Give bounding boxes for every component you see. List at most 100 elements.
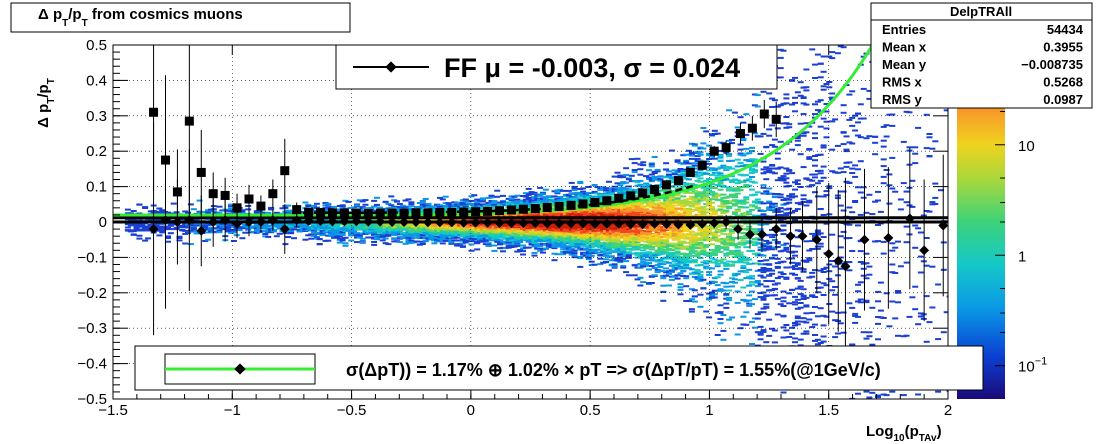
heatmap-cell xyxy=(153,224,160,227)
heatmap-cell xyxy=(374,238,380,241)
heatmap-cell xyxy=(202,226,209,229)
heatmap-cell xyxy=(124,208,131,211)
heatmap-cell xyxy=(167,232,174,235)
heatmap-cell xyxy=(127,212,134,215)
heatmap-cell xyxy=(328,230,335,233)
heatmap-cell xyxy=(288,218,295,221)
heatmap-cell xyxy=(256,227,263,230)
heatmap-cell xyxy=(182,210,189,213)
heatmap-cell xyxy=(311,231,317,234)
heatmap-cell xyxy=(439,198,446,201)
heatmap-cell xyxy=(545,195,552,198)
heatmap-cell xyxy=(482,239,489,242)
heatmap-cell xyxy=(494,195,501,198)
heatmap-cell xyxy=(468,249,475,252)
heatmap-cell xyxy=(225,226,232,229)
heatmap-cell xyxy=(491,202,498,205)
heatmap-cell xyxy=(540,251,546,254)
heatmap-cell xyxy=(474,203,481,206)
heatmap-cell xyxy=(442,195,449,198)
heatmap-cell xyxy=(471,194,478,197)
heatmap-cell xyxy=(342,199,349,202)
heatmap-cell xyxy=(537,186,544,189)
heatmap-cell xyxy=(225,230,232,233)
heatmap-cell xyxy=(551,195,558,198)
heatmap-cell xyxy=(228,205,234,208)
heatmap-cell xyxy=(173,211,180,214)
heatmap-cell xyxy=(248,226,254,229)
heatmap-cell xyxy=(176,239,183,242)
heatmap-cell xyxy=(371,199,378,202)
heatmap-cell xyxy=(468,199,475,202)
heatmap-cell xyxy=(167,224,174,227)
heatmap-cell xyxy=(205,238,212,241)
heatmap-cell xyxy=(322,209,329,212)
heatmap-cell xyxy=(202,240,209,242)
heatmap-cell xyxy=(205,211,212,214)
heatmap-cell xyxy=(374,196,380,199)
heatmap-cell xyxy=(136,237,143,240)
heatmap-cell xyxy=(371,228,378,231)
heatmap-cell xyxy=(474,248,481,251)
heatmap-cell xyxy=(391,237,398,240)
heatmap-cell xyxy=(165,235,171,238)
heatmap-cell xyxy=(402,199,409,202)
heatmap-cell xyxy=(253,211,260,214)
heatmap-cell xyxy=(187,203,194,206)
heatmap-cell xyxy=(245,208,252,211)
heatmap-cell xyxy=(359,237,366,240)
heatmap-cell xyxy=(230,229,237,232)
heatmap-cell xyxy=(145,237,151,240)
heatmap-cell xyxy=(459,245,466,248)
heatmap-cell xyxy=(382,200,389,203)
heatmap-cell xyxy=(173,226,180,229)
heatmap-cell xyxy=(313,236,320,239)
heatmap-cell xyxy=(540,193,546,196)
heatmap-cell xyxy=(210,208,217,211)
heatmap-cell xyxy=(216,231,223,234)
heatmap-cell xyxy=(176,235,183,238)
heatmap-cell xyxy=(159,231,166,234)
heatmap-cell xyxy=(342,236,349,239)
heatmap-cell xyxy=(185,231,191,234)
heatmap-cell xyxy=(368,207,375,210)
heatmap-cell xyxy=(187,223,194,226)
heatmap-cell xyxy=(333,224,340,227)
heatmap-cell xyxy=(391,206,398,209)
heatmap-cell xyxy=(190,227,197,230)
heatmap-cell xyxy=(382,237,389,240)
heatmap-cell xyxy=(362,207,369,210)
heatmap-cell xyxy=(491,200,498,203)
heatmap-cell xyxy=(391,199,398,202)
heatmap-cell xyxy=(356,199,363,202)
heatmap-cell xyxy=(354,204,360,207)
heatmap-cell xyxy=(491,249,498,252)
heatmap-cell xyxy=(173,228,180,231)
heatmap-cell xyxy=(187,230,194,233)
heatmap-cell xyxy=(468,243,475,246)
heatmap-cell xyxy=(488,194,495,197)
heatmap-cell xyxy=(362,203,369,206)
heatmap-cell xyxy=(520,244,526,247)
heatmap-cell xyxy=(262,233,269,235)
heatmap-cell xyxy=(190,208,197,211)
heatmap-cell xyxy=(331,205,338,208)
heatmap-cell xyxy=(514,198,521,201)
heatmap-cell xyxy=(179,224,186,227)
heatmap-cell xyxy=(313,206,320,209)
heatmap-cell xyxy=(419,230,426,232)
heatmap-cell xyxy=(242,225,249,228)
title-frame xyxy=(10,2,351,33)
heatmap-cell xyxy=(494,189,501,192)
heatmap-cell xyxy=(187,243,194,246)
heatmap-cell xyxy=(411,236,418,239)
heatmap-cell xyxy=(419,201,426,203)
heatmap-cell xyxy=(362,199,369,202)
heatmap-cell xyxy=(256,209,263,212)
heatmap-cell xyxy=(299,219,306,222)
heatmap-cell xyxy=(442,239,449,242)
heatmap-cell xyxy=(268,208,275,211)
heatmap-cell xyxy=(391,233,398,236)
heatmap-cell xyxy=(339,238,346,241)
heatmap-cell xyxy=(371,243,378,246)
